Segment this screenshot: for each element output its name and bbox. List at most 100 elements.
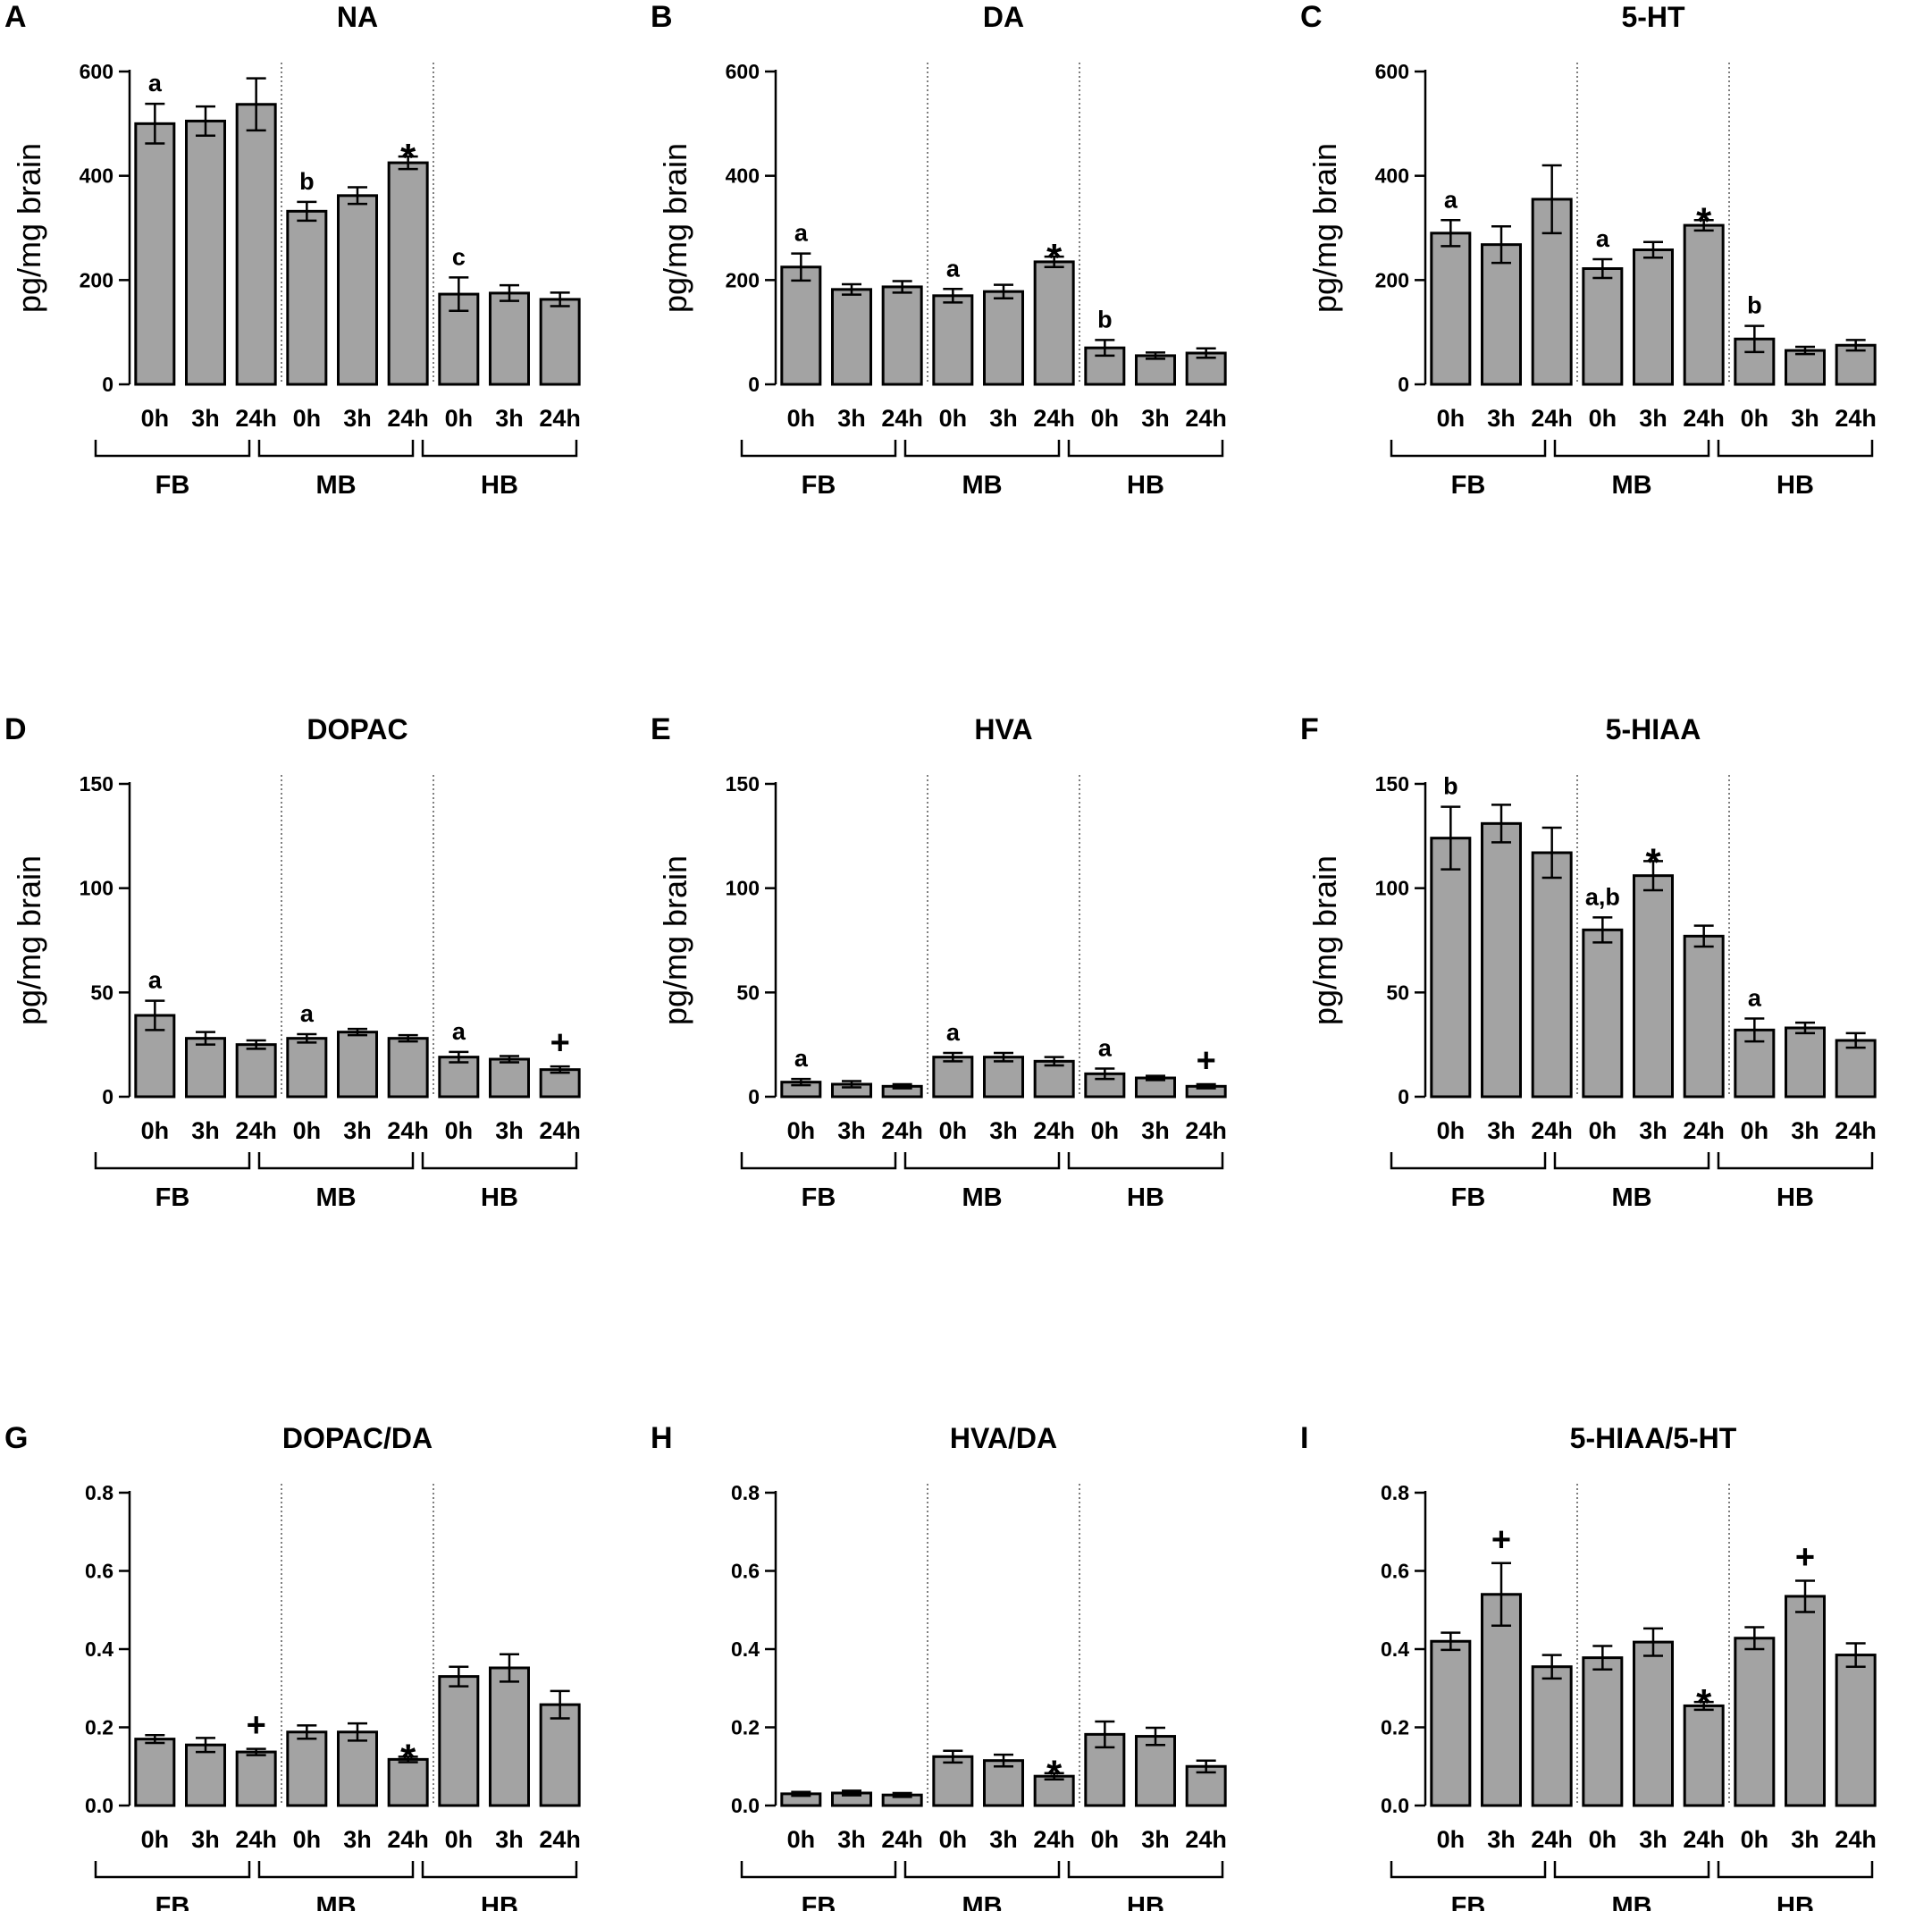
- significance-label: b: [1443, 773, 1458, 800]
- x-tick-label: 3h: [1791, 1117, 1819, 1144]
- group-bracket: [903, 440, 1061, 458]
- bar: [337, 1730, 378, 1807]
- x-tick-label: 3h: [989, 1826, 1018, 1853]
- bar: [1033, 260, 1075, 386]
- bar: [780, 265, 822, 386]
- x-tick-label: 24h: [1683, 405, 1725, 432]
- x-tick-label: 24h: [1531, 405, 1573, 432]
- bar: [881, 285, 923, 386]
- y-axis-label: pg/mg brain: [11, 855, 47, 1025]
- significance-label: a: [148, 967, 163, 994]
- bar: [1785, 349, 1826, 386]
- bar: [1430, 837, 1472, 1099]
- chart-title: 5-HIAA/5-HT: [1570, 1422, 1737, 1454]
- x-tick-label: 3h: [343, 1117, 372, 1144]
- x-tick-label: 0h: [787, 1117, 816, 1144]
- x-tick-label: 3h: [343, 1826, 372, 1853]
- group-bracket: [1717, 1861, 1874, 1879]
- bar: [1135, 354, 1176, 386]
- x-tick-label: 24h: [1185, 1826, 1227, 1853]
- bar: [235, 1750, 277, 1807]
- bar: [1582, 1656, 1624, 1807]
- y-tick-label: 0.4: [85, 1637, 113, 1661]
- y-tick-label: 0: [102, 1085, 113, 1108]
- group-label: MB: [315, 1892, 356, 1911]
- y-tick-label: 50: [90, 981, 113, 1004]
- group-label: FB: [802, 1183, 836, 1212]
- x-tick-label: 0h: [1589, 405, 1617, 432]
- panel-A: A NA pg/mg brain 0 200 400 600 a 0h 3h 24h b 0h 3h * 24…: [4, 0, 581, 500]
- y-tick-label: 0.0: [85, 1794, 113, 1817]
- x-tick-label: 3h: [1487, 1826, 1516, 1853]
- y-tick-label: 0.8: [85, 1481, 113, 1504]
- panel-I: I 5-HIAA/5-HT 0.0 0.2 0.4 0.6 0.8 0h +3h 24h 0h 3h *…: [1300, 1421, 1877, 1911]
- group-bracket: [903, 1861, 1061, 1879]
- group-label: FB: [802, 471, 836, 500]
- x-tick-label: 24h: [235, 1826, 277, 1853]
- x-tick-label: 3h: [1639, 1826, 1667, 1853]
- x-tick-label: 24h: [1185, 1117, 1227, 1144]
- x-tick-label: 0h: [1437, 405, 1466, 432]
- x-tick-label: 3h: [837, 405, 866, 432]
- x-tick-label: 3h: [1791, 1826, 1819, 1853]
- bar: [235, 1043, 277, 1099]
- panel-letter: H: [651, 1421, 673, 1455]
- group-label: MB: [962, 1892, 1002, 1911]
- x-tick-label: 0h: [141, 1826, 170, 1853]
- significance-label: a: [1444, 186, 1458, 213]
- x-tick-label: 24h: [539, 1117, 581, 1144]
- x-tick-label: 3h: [1487, 1117, 1516, 1144]
- y-axis-label: pg/mg brain: [11, 143, 47, 313]
- bar: [1481, 1593, 1522, 1807]
- bar: [539, 1068, 581, 1099]
- group-bracket: [1390, 1861, 1547, 1879]
- group-bracket: [94, 1152, 251, 1170]
- group-label: FB: [1451, 1183, 1486, 1212]
- x-tick-label: 24h: [1683, 1117, 1725, 1144]
- significance-label: c: [452, 243, 466, 270]
- y-axis-label: pg/mg brain: [657, 143, 693, 313]
- x-tick-label: 3h: [1791, 405, 1819, 432]
- significance-label: a: [300, 1000, 315, 1027]
- y-tick-label: 200: [80, 268, 113, 291]
- bar: [932, 1755, 974, 1807]
- bar: [1531, 1665, 1573, 1807]
- significance-label: *: [1645, 840, 1661, 884]
- y-tick-label: 0.2: [731, 1716, 760, 1739]
- bar: [983, 1056, 1024, 1099]
- bar: [286, 209, 328, 386]
- x-tick-label: 0h: [1741, 1826, 1769, 1853]
- group-bracket: [257, 1152, 415, 1170]
- y-tick-label: 50: [1386, 981, 1409, 1004]
- significance-label: *: [1696, 199, 1712, 243]
- chart-title: DA: [983, 1, 1024, 33]
- group-bracket: [421, 1152, 578, 1170]
- group-label: FB: [155, 1183, 190, 1212]
- y-tick-label: 200: [1375, 268, 1409, 291]
- panel-letter: A: [4, 0, 27, 34]
- significance-label: *: [400, 136, 416, 180]
- y-tick-label: 0.0: [731, 1794, 760, 1817]
- group-bracket: [1717, 1152, 1874, 1170]
- x-tick-label: 24h: [235, 1117, 277, 1144]
- y-tick-label: 100: [80, 877, 113, 900]
- bar: [1430, 1639, 1472, 1807]
- bar: [1835, 343, 1877, 386]
- x-tick-label: 0h: [1741, 405, 1769, 432]
- panel-B: B DA pg/mg brain 0 200 400 600 a 0h 3h 24h a 0h 3h * 24…: [651, 0, 1227, 500]
- panel-D: D DOPAC pg/mg brain 0 50 100 150 a 0h 3h 24h a 0h 3h 2…: [4, 712, 581, 1212]
- significance-label: b: [1747, 292, 1762, 319]
- x-tick-label: 0h: [1091, 1826, 1120, 1853]
- group-label: FB: [1451, 1892, 1486, 1911]
- significance-label: a: [794, 1045, 809, 1072]
- y-tick-label: 600: [80, 60, 113, 83]
- x-tick-label: 3h: [837, 1117, 866, 1144]
- significance-label: b: [1097, 306, 1113, 333]
- x-tick-label: 0h: [445, 405, 474, 432]
- x-tick-label: 3h: [191, 1117, 220, 1144]
- bar: [286, 1730, 328, 1807]
- group-label: FB: [802, 1892, 836, 1911]
- x-tick-label: 24h: [881, 405, 923, 432]
- bar: [438, 1675, 480, 1807]
- x-tick-label: 0h: [445, 1117, 474, 1144]
